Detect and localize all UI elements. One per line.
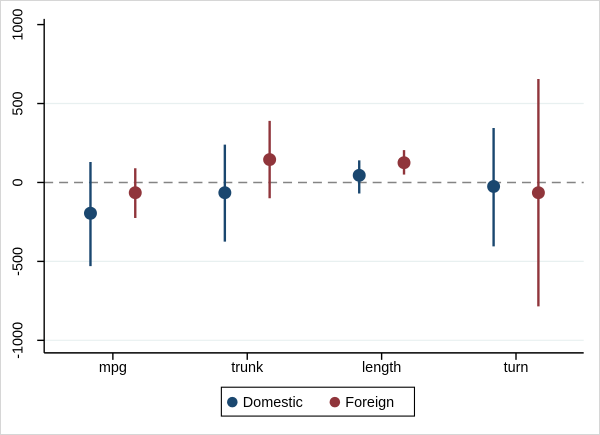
x-axis-category-label: length xyxy=(362,360,401,376)
x-axis-category-label: trunk xyxy=(231,360,264,376)
y-axis-tick-label: -500 xyxy=(10,247,26,276)
legend-label-foreign: Foreign xyxy=(345,395,394,411)
point-estimate-domestic-turn xyxy=(487,179,501,193)
point-estimate-foreign-trunk xyxy=(263,153,277,167)
legend-marker-foreign-icon xyxy=(329,396,341,408)
legend-box xyxy=(220,386,416,417)
y-axis-tick-label: 500 xyxy=(10,91,26,115)
y-axis-tick-label: 1000 xyxy=(10,9,26,41)
legend-marker-domestic-icon xyxy=(227,396,238,408)
point-estimate-foreign-turn xyxy=(531,186,545,200)
point-estimate-domestic-length xyxy=(352,168,366,182)
point-estimate-foreign-mpg xyxy=(128,186,142,200)
y-axis-tick-label: 0 xyxy=(10,178,26,186)
point-estimate-domestic-trunk xyxy=(218,186,232,200)
x-axis-category-label: turn xyxy=(504,360,529,376)
x-axis-category-label: mpg xyxy=(99,360,127,376)
y-axis-tick-label: -1000 xyxy=(10,322,26,359)
legend-label-domestic: Domestic xyxy=(243,395,303,411)
point-estimate-foreign-length xyxy=(397,156,411,170)
point-estimate-domestic-mpg xyxy=(83,206,97,220)
